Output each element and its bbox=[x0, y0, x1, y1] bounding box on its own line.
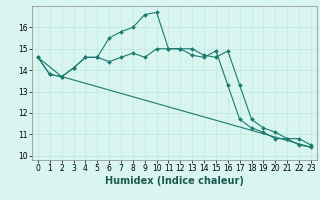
X-axis label: Humidex (Indice chaleur): Humidex (Indice chaleur) bbox=[105, 176, 244, 186]
